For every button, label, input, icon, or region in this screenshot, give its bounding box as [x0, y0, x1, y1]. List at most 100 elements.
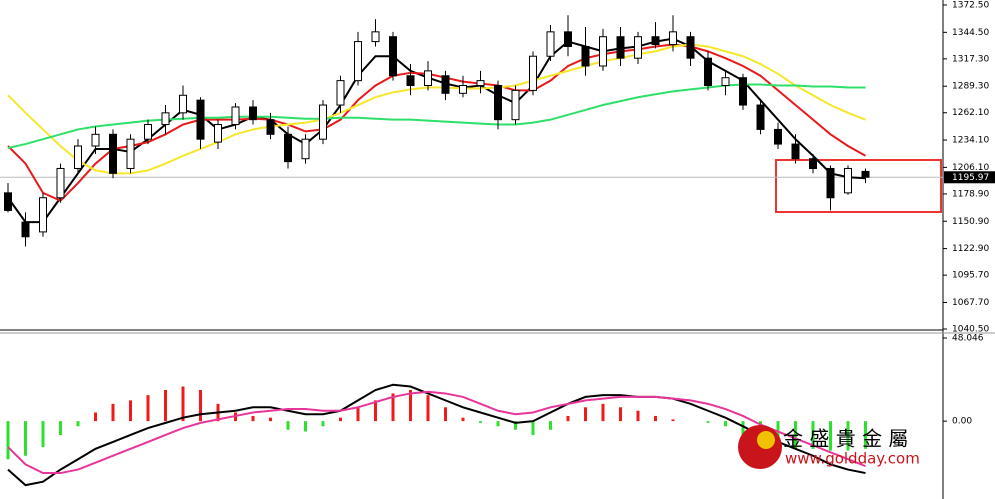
candle-body — [249, 106, 257, 121]
candle-body — [494, 85, 502, 121]
y-tick-label: 1289.30 — [952, 82, 989, 92]
candle-body — [476, 80, 485, 87]
y-tick-label: 1206.10 — [952, 163, 989, 173]
candle-body — [651, 36, 660, 46]
histogram-bar — [339, 417, 342, 422]
candle-body — [791, 143, 800, 160]
histogram-bar — [181, 386, 185, 422]
candle-body — [109, 133, 117, 174]
candle-body — [581, 45, 590, 67]
candle-body — [161, 112, 170, 126]
watermark: 金 盛 貴 金 屬 www.goldday.com — [738, 425, 920, 469]
y-tick-label: 1067.70 — [952, 298, 989, 308]
candle-body — [616, 36, 625, 59]
y-tick-label: 1372.50 — [952, 1, 989, 11]
candle-body — [4, 192, 12, 211]
histogram-bar — [706, 421, 710, 423]
y-tick-label: 1095.70 — [952, 271, 989, 281]
candle-body — [704, 57, 712, 87]
y-tick-label: 0.00 — [952, 417, 972, 427]
histogram-bar — [374, 400, 377, 422]
histogram-bar — [286, 421, 290, 430]
indicator-line — [7, 383, 866, 487]
candle-body — [56, 167, 65, 199]
histogram-bar — [41, 421, 45, 448]
candle-body — [459, 85, 467, 94]
candle-body — [721, 77, 730, 87]
histogram-bar — [584, 407, 587, 422]
histogram-bar — [636, 410, 640, 422]
candle-body — [319, 104, 327, 140]
histogram-bar — [304, 421, 307, 432]
histogram-bar — [531, 421, 535, 435]
y-tick-label: 1150.90 — [952, 217, 989, 227]
candle-body — [266, 119, 275, 135]
histogram-bar — [671, 419, 675, 422]
y-tick-label: 1040.50 — [952, 325, 989, 335]
last-price-tag — [944, 171, 995, 184]
histogram-bar — [741, 421, 745, 435]
candle-body — [126, 138, 135, 169]
histogram-bar — [251, 415, 255, 422]
histogram-bar — [444, 407, 447, 422]
histogram-bar — [461, 417, 465, 422]
candle-body — [424, 70, 432, 87]
histogram-bar — [479, 421, 482, 423]
histogram-bar — [269, 417, 272, 422]
histogram-bar — [776, 421, 780, 448]
candle-body — [546, 31, 555, 57]
candle-body — [739, 77, 747, 106]
histogram-bar — [794, 421, 797, 449]
candle-body — [844, 167, 852, 194]
histogram-bar — [321, 421, 325, 427]
candle-body — [441, 75, 450, 94]
indicator-line — [7, 390, 866, 475]
candle-body — [669, 31, 677, 46]
histogram-bar — [619, 407, 622, 422]
candle-body — [529, 55, 537, 91]
watermark-url: www.goldday.com — [785, 450, 920, 468]
histogram-bar — [566, 415, 570, 422]
histogram-bar — [811, 421, 815, 449]
histogram-bar — [391, 393, 395, 422]
candle-body — [634, 36, 642, 59]
candle-body — [74, 145, 82, 169]
candle-body — [389, 36, 397, 77]
watermark-logo — [738, 425, 782, 469]
histogram-bar — [199, 389, 202, 422]
histogram-bar — [356, 407, 360, 422]
histogram-bar — [846, 421, 850, 451]
candle-body — [756, 104, 765, 130]
histogram-bar — [496, 421, 500, 427]
histogram-bar — [111, 403, 115, 422]
candle-body — [511, 89, 520, 121]
candle-body — [231, 106, 240, 126]
candle-body — [91, 133, 100, 147]
histogram-bar — [829, 421, 832, 451]
candle-body — [39, 197, 47, 233]
candle-body — [774, 128, 782, 145]
candle-body — [301, 138, 310, 160]
candle-body — [214, 124, 222, 143]
histogram-bar — [426, 395, 430, 422]
y-tick-label: 1262.10 — [952, 108, 989, 118]
y-tick-label: 1122.90 — [952, 244, 989, 254]
histogram-bar — [864, 421, 867, 449]
y-tick-label: 1178.90 — [952, 189, 989, 199]
candle-body — [686, 36, 695, 59]
histogram-bar — [549, 421, 552, 430]
candle-body — [179, 94, 187, 114]
candle-body — [284, 133, 292, 163]
indicator-line — [7, 43, 866, 175]
candle-body — [336, 80, 345, 106]
candle-body — [809, 158, 817, 169]
histogram-bar — [724, 421, 727, 427]
candle-body — [144, 124, 152, 140]
histogram-bar — [76, 421, 80, 427]
histogram-bar — [409, 389, 412, 422]
watermark-text: 金 盛 貴 金 屬 — [783, 427, 908, 451]
candle-body — [826, 167, 835, 199]
histogram-bar — [601, 403, 605, 422]
candle-body — [861, 170, 870, 178]
histogram-bar — [654, 415, 657, 422]
